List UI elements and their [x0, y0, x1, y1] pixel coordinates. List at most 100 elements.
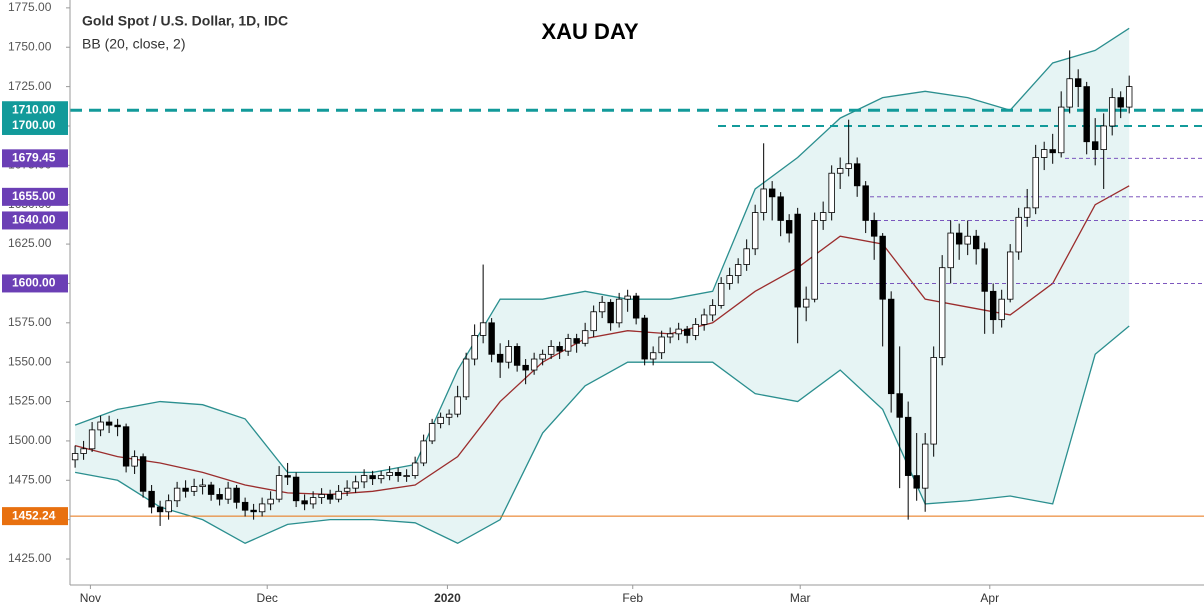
y-tick-label: 1725.00 [8, 79, 52, 93]
candle-body [71, 453, 79, 461]
candle-body [913, 475, 920, 489]
candle-body [122, 426, 130, 467]
candle-body [190, 486, 198, 492]
candle-body [309, 497, 317, 505]
candle-body [879, 235, 886, 300]
bollinger-line [74, 185, 1130, 496]
candle-body [488, 322, 495, 355]
candle-body [955, 232, 963, 245]
candle-body [267, 498, 274, 505]
bollinger-line [74, 325, 1130, 545]
candle-body [97, 421, 104, 431]
legend-indicator: BB (20, close, 2) [82, 36, 186, 52]
candle-body [1057, 106, 1065, 154]
candle-body [1049, 149, 1056, 154]
candle-body [547, 346, 555, 355]
candle-body [1083, 86, 1090, 143]
candle-body [938, 267, 946, 358]
candle-body [335, 490, 342, 500]
level-label-box [2, 274, 68, 293]
candle-body [411, 462, 419, 476]
candle-body [386, 472, 393, 476]
candle-body [80, 448, 87, 454]
candle-body [904, 416, 912, 476]
candle-body [666, 333, 674, 338]
candle-body [505, 346, 512, 363]
y-tick-label: 1425.00 [8, 551, 52, 565]
candle-body [743, 248, 750, 265]
candle-body [420, 440, 427, 464]
candle-body [921, 443, 929, 489]
candle-body [590, 311, 597, 332]
candle-body [352, 481, 359, 489]
candle-body [233, 487, 240, 503]
candle-body [173, 487, 181, 502]
candle-body [301, 500, 308, 505]
candle-body [275, 475, 283, 500]
legend-symbol: Gold Spot / U.S. Dollar, 1D, IDC [82, 13, 288, 29]
candle-body [258, 503, 266, 513]
candle-body [1032, 157, 1039, 209]
candle-body [479, 322, 487, 336]
y-tick-label: 1500.00 [8, 433, 52, 447]
candle-body [437, 416, 444, 424]
candle-body [853, 163, 861, 187]
candle-body [947, 232, 954, 269]
candle-body [207, 484, 215, 495]
band-fill [75, 28, 1130, 544]
candle-body [284, 475, 291, 478]
candle-body [964, 235, 971, 245]
y-tick-label: 1550.00 [8, 354, 52, 368]
candle-body [870, 220, 878, 237]
candle-body [139, 456, 147, 492]
candle-body [462, 358, 470, 398]
candle-body [658, 336, 665, 354]
x-tick-label: Mar [790, 591, 811, 605]
candle-body [1066, 78, 1073, 108]
level-label: 1710.00 [12, 102, 56, 116]
candle-body [1023, 207, 1031, 218]
candle-body [105, 421, 113, 426]
candle-body [148, 490, 155, 508]
level-label: 1655.00 [12, 189, 56, 203]
candle-body [88, 429, 96, 450]
candle-body [403, 475, 410, 477]
level-label-box [2, 187, 68, 206]
candle-body [624, 295, 631, 300]
candle-body [394, 472, 402, 476]
candle-body [998, 298, 1005, 321]
candle-body [564, 338, 572, 352]
candle-body [1125, 86, 1133, 108]
candle-body [114, 424, 121, 428]
chart-title: XAU DAY [542, 19, 639, 44]
candle-body [981, 248, 988, 292]
candle-body [683, 328, 691, 336]
candle-body [1006, 251, 1014, 300]
candle-body [581, 330, 589, 344]
candle-body [556, 346, 563, 352]
candle-body [862, 185, 869, 221]
level-label-box [2, 507, 68, 526]
level-label: 1600.00 [12, 276, 56, 290]
candle-body [726, 275, 733, 284]
bollinger-line [74, 27, 1130, 474]
level-label-box [2, 149, 68, 168]
candle-body [836, 168, 844, 174]
y-tick-label: 1775.00 [8, 0, 52, 14]
y-tick-label: 1625.00 [8, 236, 52, 250]
candle-body [471, 335, 478, 360]
candle-body [573, 338, 580, 344]
candle-body [165, 500, 172, 513]
candle-body [539, 353, 546, 360]
y-tick-label: 1575.00 [8, 315, 52, 329]
y-tick-label: 1525.00 [8, 394, 52, 408]
candle-body [369, 475, 376, 480]
candle-body [513, 346, 521, 366]
candle-body [377, 475, 385, 480]
candle-body [1108, 97, 1116, 127]
level-label: 1452.24 [12, 508, 56, 522]
candle-body [454, 396, 461, 415]
candle-body [224, 487, 232, 500]
